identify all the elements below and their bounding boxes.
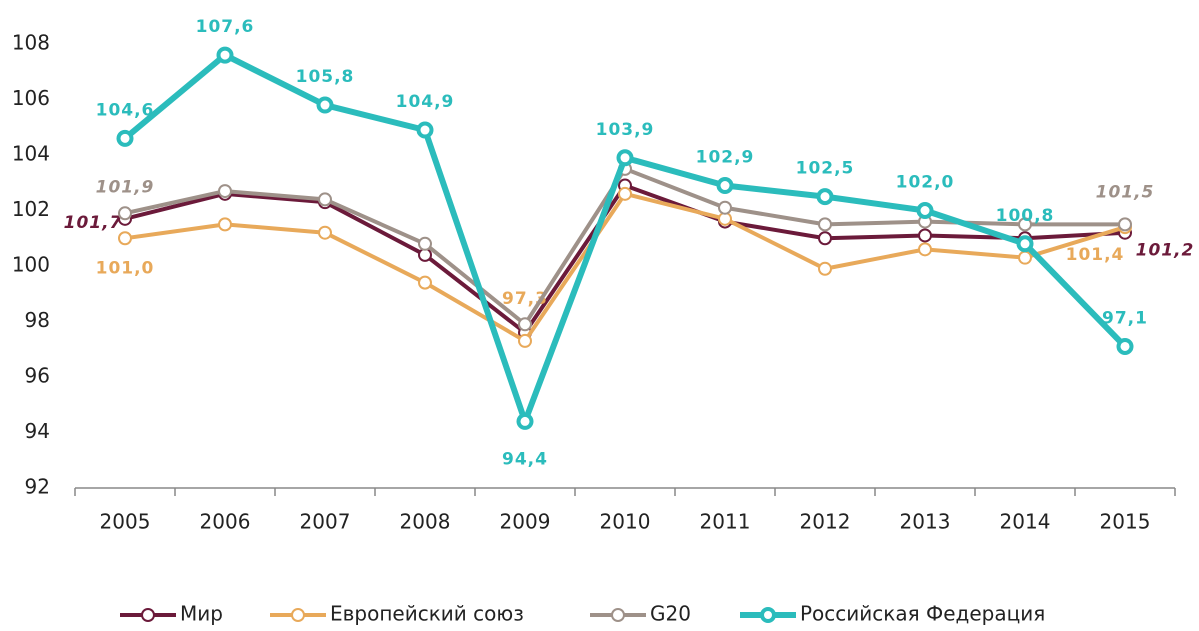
data-label: 102,9 [696,148,755,168]
y-tick-label: 92 [25,475,50,499]
point [1118,217,1132,232]
data-label: 101,2 [1136,241,1195,261]
point [416,121,434,139]
point [316,96,334,114]
point [118,206,132,221]
legend-label: G20 [650,602,691,626]
data-label: 100,8 [996,206,1055,226]
point [518,317,532,332]
data-label: 94,4 [502,449,548,469]
legend-label: Европейский союз [330,602,524,626]
data-label: 104,6 [96,100,155,120]
y-tick-label: 102 [12,197,50,221]
point [516,412,534,430]
x-tick-label: 2006 [200,510,251,534]
point [218,184,232,199]
data-label: 101,4 [1066,245,1125,265]
point [716,177,734,195]
legend-marker [141,608,155,622]
point [118,231,132,246]
x-tick-label: 2012 [800,510,851,534]
point [1018,250,1032,265]
y-tick-label: 94 [25,419,50,443]
y-tick-label: 96 [25,364,50,388]
point [618,186,632,201]
legend-marker [291,608,305,622]
point [718,200,732,215]
data-label: 107,6 [196,17,255,37]
data-label: 97,1 [1102,308,1148,328]
point [216,46,234,64]
x-tick-label: 2011 [700,510,751,534]
series-line [124,191,1126,343]
point [818,217,832,232]
x-tick-label: 2005 [100,510,151,534]
point [1016,235,1034,253]
point [918,242,932,257]
data-label: 101,5 [1096,182,1155,202]
data-label: 104,9 [396,92,455,112]
data-label: 102,0 [896,173,955,193]
x-tick-label: 2010 [600,510,651,534]
x-tick-label: 2008 [400,510,451,534]
legend-marker [611,608,625,622]
point [916,202,934,219]
x-tick-label: 2009 [500,510,551,534]
point [418,236,432,251]
legend-marker [760,607,776,623]
x-tick-label: 2013 [900,510,951,534]
legend-label: Мир [180,602,223,626]
x-tick-label: 2014 [1000,510,1051,534]
point [616,149,634,167]
x-tick-label: 2015 [1100,510,1151,534]
point [818,231,832,246]
point [1018,217,1032,232]
data-label: 102,5 [796,159,855,179]
x-tick-label: 2007 [300,510,351,534]
series-line [124,183,1126,335]
point [818,261,832,276]
data-label: 105,8 [296,67,355,87]
data-label: 101,7 [64,213,123,233]
point [218,217,232,232]
point [116,129,134,147]
point [518,333,532,348]
y-tick-label: 106 [12,86,50,110]
data-label: 101,9 [96,177,155,197]
point [816,188,834,206]
point [1116,337,1134,355]
data-label: 103,9 [596,120,655,140]
data-label: 101,0 [96,258,155,278]
y-tick-label: 104 [12,142,50,166]
point [918,228,932,243]
point [418,275,432,290]
y-tick-label: 108 [12,31,50,55]
point [318,192,332,207]
legend-label: Российская Федерация [800,602,1045,626]
y-tick-label: 100 [12,253,50,277]
point [318,225,332,240]
y-tick-label: 98 [25,308,50,332]
